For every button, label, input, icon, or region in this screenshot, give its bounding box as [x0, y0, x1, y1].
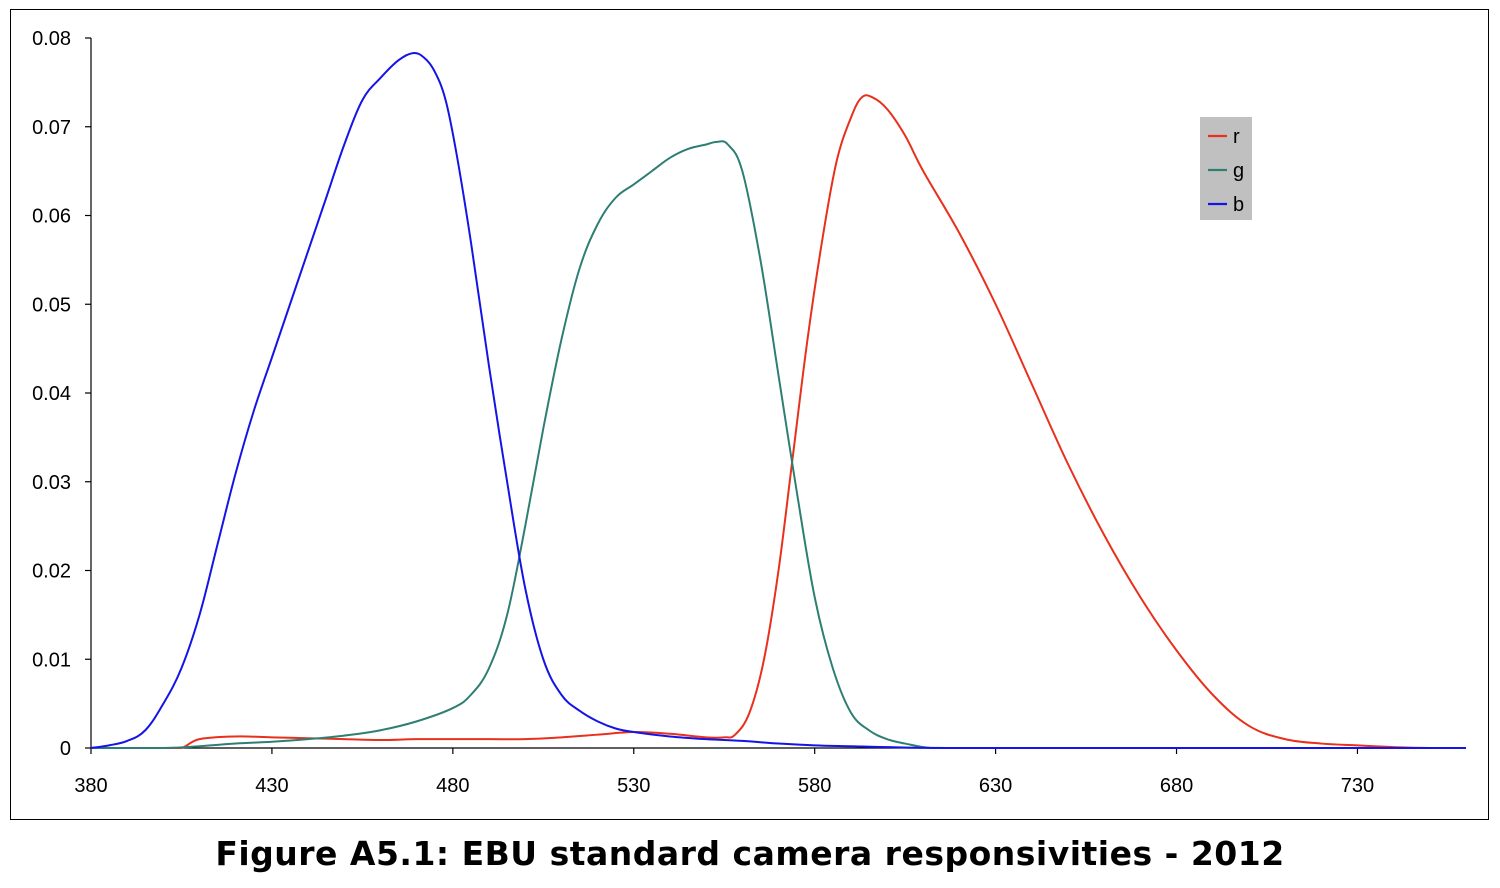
y-tick-label: 0.05 [32, 294, 71, 316]
x-tick-label: 680 [1160, 775, 1193, 797]
legend-label-b: b [1233, 194, 1244, 216]
y-tick-label: 0.08 [32, 28, 71, 50]
y-tick-label: 0.07 [32, 117, 71, 139]
y-tick-label: 0.04 [32, 383, 71, 405]
x-tick-label: 480 [436, 775, 469, 797]
series-line-b [90, 52, 1467, 750]
x-tick-label: 730 [1341, 775, 1374, 797]
axes: 0 0.01 0.02 0.03 0.04 0.05 0.06 0.07 0.08 380 430 4… [32, 28, 1466, 797]
y-tick-label: 0.03 [32, 472, 71, 494]
chart-frame [10, 9, 1489, 820]
legend-label-g: g [1233, 160, 1244, 182]
y-tick-label: 0 [60, 738, 71, 760]
responsivity-chart: 0 0.01 0.02 0.03 0.04 0.05 0.06 0.07 0.08 380 430 4… [32, 28, 1467, 797]
series-line-r [90, 94, 1467, 750]
x-tick-label: 630 [979, 775, 1012, 797]
legend: rgb [1200, 117, 1252, 220]
figure-caption: Figure A5.1: EBU standard camera respons… [215, 834, 1285, 873]
series-lines [90, 52, 1467, 750]
y-tick-label: 0.02 [32, 561, 71, 583]
x-tick-label: 530 [617, 775, 650, 797]
series-line-g [90, 140, 1467, 750]
y-tick-label: 0.01 [32, 649, 71, 671]
y-tick-label: 0.06 [32, 206, 71, 228]
x-tick-label: 430 [255, 775, 288, 797]
legend-box [1200, 117, 1252, 220]
legend-label-r: r [1233, 126, 1240, 148]
x-tick-label: 580 [798, 775, 831, 797]
x-tick-label: 380 [74, 775, 107, 797]
